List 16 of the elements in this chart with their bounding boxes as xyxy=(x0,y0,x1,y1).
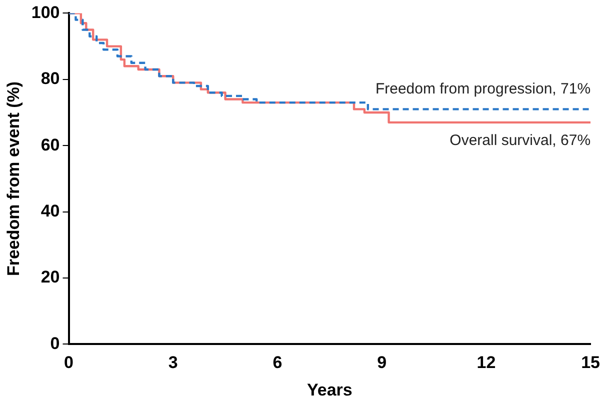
annotation: Freedom from progression, 71% xyxy=(375,80,591,98)
y-axis-title: Freedom from event (%) xyxy=(4,81,23,276)
y-tick-label: 60 xyxy=(40,135,60,154)
annotation: Overall survival, 67% xyxy=(450,132,591,149)
y-tick-label: 80 xyxy=(40,69,60,88)
x-tick-label: 9 xyxy=(377,353,387,372)
x-tick-label: 15 xyxy=(581,353,600,372)
x-tick-label: 0 xyxy=(64,353,74,372)
x-tick-label: 12 xyxy=(476,353,496,372)
y-tick-label: 40 xyxy=(40,201,60,220)
x-axis-title: Years xyxy=(306,380,352,400)
y-tick-label: 0 xyxy=(50,334,60,353)
x-tick-label: 3 xyxy=(168,353,178,372)
y-tick-label: 100 xyxy=(31,2,60,22)
x-tick-label: 6 xyxy=(272,353,282,372)
y-tick-label: 20 xyxy=(40,268,60,287)
